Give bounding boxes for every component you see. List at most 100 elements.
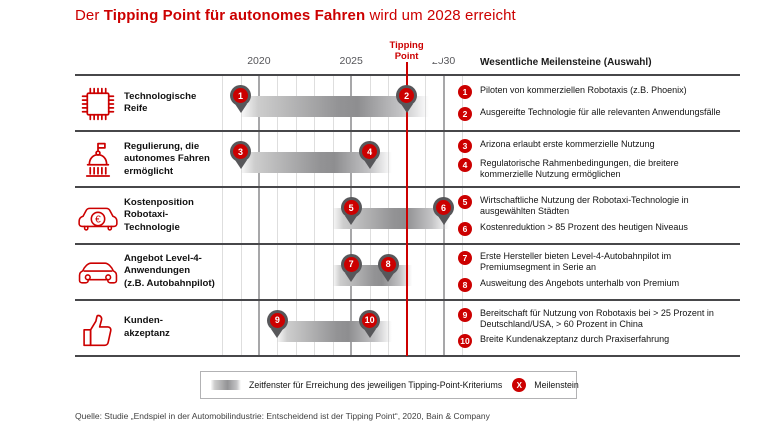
marker-tail [271,328,284,338]
milestone-number-badge: 7 [458,251,472,266]
marker-number: 6 [436,200,451,216]
milestone-text: Piloten von kommerziellen Robotaxis (z.B… [480,85,687,96]
car-euro-icon: € [76,195,120,239]
milestone-number-badge: 2 [458,106,472,121]
axis-tick-label-2025: 2025 [339,55,363,67]
page-title: Der Tipping Point für autonomes Fahren w… [75,7,516,24]
marker-head: 5 [340,197,362,219]
marker-head: 4 [359,141,381,163]
svg-text:€: € [95,214,101,225]
milestone-item: 2 Ausgereifte Technologie für alle releva… [458,106,740,121]
marker-number: 2 [399,88,415,103]
milestone-text: Arizona erlaubt erste kommerzielle Nutzu… [480,138,655,149]
marker-head: 7 [340,253,362,275]
category-label: Regulierung, die autonomes Fahren ermögl… [124,140,210,177]
marker-number: 9 [269,312,285,328]
grid-line-2022 [295,75,297,356]
milestone-text: Wirtschaftliche Nutzung der Robotaxi-Tec… [480,195,689,217]
milestone-item: 4 Regulatorische Rahmenbedingungen, die b… [458,157,740,180]
milestone-number-badge: 4 [458,157,472,172]
milestone-group: 7 Erste Hersteller bieten Level-4-Autobah… [458,244,740,300]
milestone-text: Ausweitung des Angebots unterhalb von Pr… [480,278,680,289]
time-window-bar [332,208,450,230]
milestone-marker-5: 5 [340,197,362,226]
time-window-bar [240,96,429,117]
milestone-item: 7 Erste Hersteller bieten Level-4-Autobah… [458,251,740,273]
time-window-bar [240,152,392,174]
axis-tick-label-2020: 2020 [247,55,271,67]
marker-head: 10 [359,309,381,331]
milestone-text: Breite Kundenakzeptanz durch Praxiserfah… [480,334,670,345]
milestone-text: Bereitschaft für Nutzung von Robotaxis b… [480,307,714,329]
marker-head: 3 [230,141,251,163]
marker-head: 6 [433,197,454,219]
grid-line-2031 [462,75,463,356]
legend-milestone-label: Meilenstein [534,380,579,390]
category-label: Technologische Reife [124,90,197,115]
milestones-column-header: Wesentliche Meilensteine (Auswahl) [480,57,652,68]
grid-line-2020 [257,75,260,356]
category-label: Kunden- akzeptanz [124,315,170,339]
chip-icon [76,82,120,126]
grid-line-2018 [222,75,223,356]
milestone-text: Kostenreduktion > 85 Prozent des heutige… [480,221,688,232]
milestone-item: 8 Ausweitung des Angebots unterhalb von P… [458,278,740,293]
marker-tail [234,160,247,170]
government-icon [76,138,120,182]
milestone-number-badge: 5 [458,195,472,210]
marker-tail [234,104,247,113]
milestone-marker-9: 9 [266,309,288,338]
marker-number: 1 [233,88,248,103]
category-label: Angebot Level-4- Anwendungen (z.B. Autob… [124,252,215,289]
marker-tail [437,216,450,226]
marker-number: 3 [233,144,248,160]
legend: Zeitfenster für Erreichung des jeweilige… [200,371,579,399]
marker-head: 2 [396,85,418,106]
car-icon [76,251,120,295]
marker-number: 10 [362,312,378,328]
milestone-text: Erste Hersteller bieten Level-4-Autobahn… [480,251,672,273]
title-prefix: Der [75,7,104,24]
milestone-number-badge: 8 [458,278,472,293]
table-bottom-border [75,355,740,357]
marker-head: 8 [377,253,399,275]
milestone-text: Ausgereifte Technologie für alle relevan… [480,106,721,117]
marker-tail [400,104,413,113]
tipping-point-line [405,62,408,356]
marker-tail [345,216,358,226]
milestone-marker-3: 3 [230,141,251,170]
marker-tail [345,272,358,282]
thumbs-up-icon [76,307,120,351]
marker-head: 9 [266,309,288,331]
milestone-item: 9 Bereitschaft für Nutzung von Robotaxis … [458,307,740,330]
milestone-marker-2: 2 [396,85,418,113]
grid-line-2023 [314,75,316,356]
marker-number: 7 [343,256,359,272]
milestone-marker-10: 10 [359,309,381,338]
milestone-group: 1 Piloten von kommerziellen Robotaxis (z.… [458,75,740,131]
legend-window-label: Zeitfenster für Erreichung des jeweilige… [249,380,503,390]
milestone-number-badge: 3 [458,138,472,153]
milestone-item: 5 Wirtschaftliche Nutzung der Robotaxi-Te… [458,195,740,217]
marker-number: 4 [362,144,378,160]
grid-line-2021 [277,75,279,356]
milestone-item: 3 Arizona erlaubt erste kommerzielle Nutz… [458,138,740,153]
time-window-swatch [211,380,241,390]
milestone-number-badge: 1 [458,85,472,100]
milestone-group: 5 Wirtschaftliche Nutzung der Robotaxi-Te… [458,187,740,243]
marker-tail [382,272,395,282]
milestone-marker-7: 7 [340,253,362,282]
milestone-group: 3 Arizona erlaubt erste kommerzielle Nutz… [458,131,740,187]
grid-line-2019 [240,75,242,356]
marker-tail [363,328,376,338]
tipping-point-label: Tipping Point [371,40,442,63]
milestone-marker-4: 4 [359,141,381,170]
milestone-group: 9 Bereitschaft für Nutzung von Robotaxis … [458,300,740,356]
milestone-legend-icon: X [512,378,527,392]
milestone-number-badge: 6 [458,221,472,236]
milestone-marker-6: 6 [433,197,454,226]
source-note: Quelle: Studie „Endspiel in der Automobi… [75,411,490,421]
marker-number: 5 [343,200,359,216]
